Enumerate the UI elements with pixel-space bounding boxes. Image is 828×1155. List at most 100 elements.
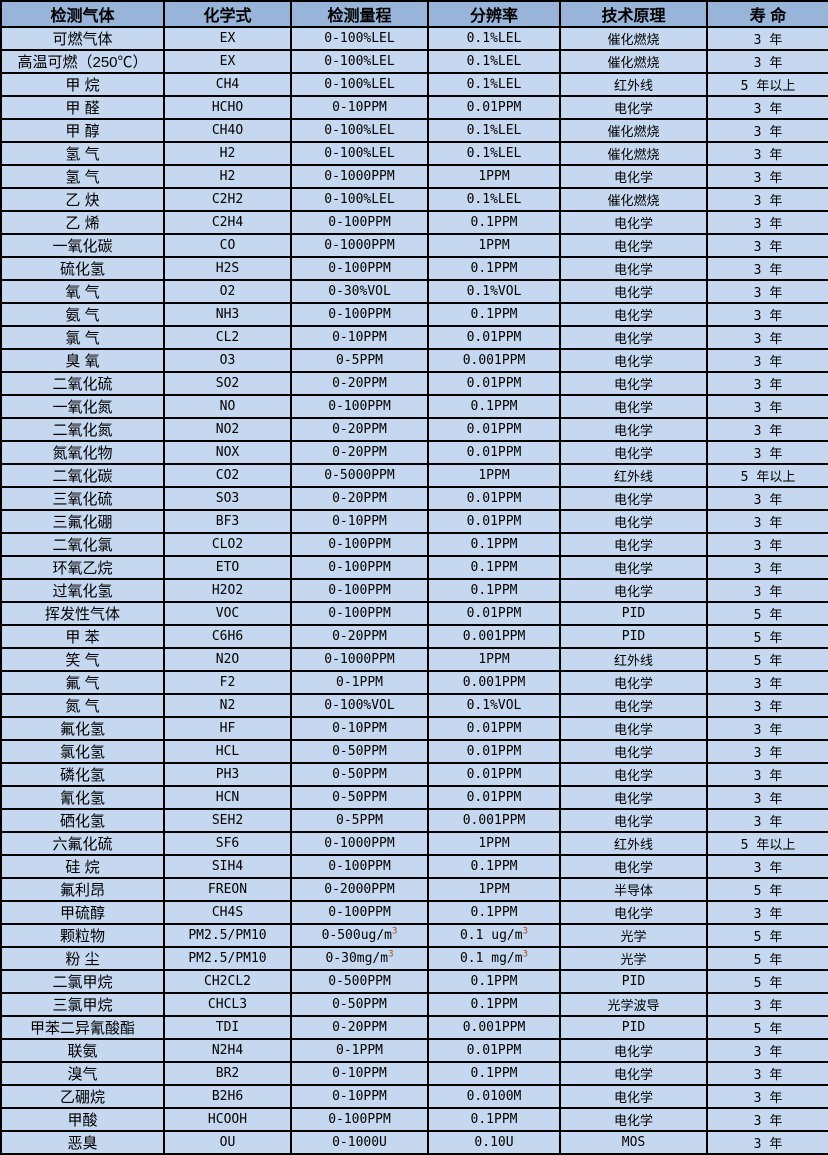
table-row: 甲 醛 HCHO 0-10PPM 0.01PPM 电化学 3 年 <box>0 95 828 120</box>
cell-formula: C2H4 <box>163 210 292 235</box>
cell-lifespan: 3 年 <box>706 670 828 695</box>
cell-formula: SF6 <box>163 831 292 856</box>
cell-gas: 甲 苯 <box>0 624 165 649</box>
table-row: 可燃气体 EX 0-100%LEL 0.1%LEL 催化燃烧 3 年 <box>0 26 828 51</box>
table-row: 笑 气 N2O 0-1000PPM 1PPM 红外线 5 年 <box>0 647 828 672</box>
cell-lifespan: 3 年 <box>706 854 828 879</box>
cell-gas: 氰化氢 <box>0 785 165 810</box>
cell-range: 0-100%LEL <box>290 118 429 143</box>
cell-principle: 电化学 <box>559 164 708 189</box>
cell-range: 0-30%VOL <box>290 279 429 304</box>
cell-range: 0-100PPM <box>290 302 429 327</box>
table-row: 甲 醇 CH4O 0-100%LEL 0.1%LEL 催化燃烧 3 年 <box>0 118 828 143</box>
cell-formula: CO2 <box>163 463 292 488</box>
cell-principle: 电化学 <box>559 555 708 580</box>
cell-range: 0-100PPM <box>290 578 429 603</box>
cell-resolution: 0.1PPM <box>427 900 561 925</box>
cell-formula: HCOOH <box>163 1107 292 1132</box>
cell-resolution: 0.01PPM <box>427 486 561 511</box>
cell-range: 0-30mg/m3 <box>290 946 429 971</box>
cell-range: 0-100PPM <box>290 532 429 557</box>
cell-lifespan: 3 年 <box>706 95 828 120</box>
cell-gas: 乙 炔 <box>0 187 165 212</box>
cell-resolution: 0.001PPM <box>427 624 561 649</box>
cell-formula: O2 <box>163 279 292 304</box>
cell-range: 0-10PPM <box>290 325 429 350</box>
cell-principle: 电化学 <box>559 325 708 350</box>
cell-range: 0-100PPM <box>290 210 429 235</box>
cell-resolution: 0.01PPM <box>427 785 561 810</box>
cell-range: 0-1000PPM <box>290 831 429 856</box>
cell-principle: 电化学 <box>559 854 708 879</box>
cell-lifespan: 3 年 <box>706 693 828 718</box>
cell-gas: 氯化氢 <box>0 739 165 764</box>
cell-principle: 电化学 <box>559 1038 708 1063</box>
cell-lifespan: 3 年 <box>706 348 828 373</box>
cell-formula: NO <box>163 394 292 419</box>
cell-range: 0-100%LEL <box>290 49 429 74</box>
cell-lifespan: 3 年 <box>706 256 828 281</box>
cell-lifespan: 3 年 <box>706 371 828 396</box>
table-row: 氧 气 O2 0-30%VOL 0.1%VOL 电化学 3 年 <box>0 279 828 304</box>
cell-lifespan: 5 年 <box>706 624 828 649</box>
cell-lifespan: 3 年 <box>706 440 828 465</box>
cell-gas: 三氧化硫 <box>0 486 165 511</box>
cell-principle: PID <box>559 624 708 649</box>
cell-lifespan: 3 年 <box>706 785 828 810</box>
cell-principle: 电化学 <box>559 233 708 258</box>
cell-formula: H2O2 <box>163 578 292 603</box>
cell-formula: CL2 <box>163 325 292 350</box>
cell-gas: 挥发性气体 <box>0 601 165 626</box>
cell-gas: 甲硫醇 <box>0 900 165 925</box>
cell-principle: 电化学 <box>559 509 708 534</box>
cell-principle: 电化学 <box>559 762 708 787</box>
cell-principle: 红外线 <box>559 72 708 97</box>
table-row: 氮氧化物 NOX 0-20PPM 0.01PPM 电化学 3 年 <box>0 440 828 465</box>
table-row: 硫化氢 H2S 0-100PPM 0.1PPM 电化学 3 年 <box>0 256 828 281</box>
cell-gas: 恶臭 <box>0 1130 165 1155</box>
table-row: 二氧化碳 CO2 0-5000PPM 1PPM 红外线 5 年以上 <box>0 463 828 488</box>
cell-resolution: 0.1PPM <box>427 555 561 580</box>
cell-gas: 三氟化硼 <box>0 509 165 534</box>
table-row: 环氧乙烷 ETO 0-100PPM 0.1PPM 电化学 3 年 <box>0 555 828 580</box>
cell-principle: PID <box>559 601 708 626</box>
column-header-resolution: 分辨率 <box>427 0 561 28</box>
cell-principle: 电化学 <box>559 578 708 603</box>
cell-formula: SO3 <box>163 486 292 511</box>
cell-lifespan: 3 年 <box>706 49 828 74</box>
cell-resolution: 0.1%LEL <box>427 118 561 143</box>
cell-range: 0-5PPM <box>290 348 429 373</box>
cell-formula: PM2.5/PM10 <box>163 923 292 948</box>
cell-lifespan: 5 年 <box>706 877 828 902</box>
cell-principle: MOS <box>559 1130 708 1155</box>
cell-range: 0-100%LEL <box>290 26 429 51</box>
cell-principle: 电化学 <box>559 95 708 120</box>
cell-range: 0-20PPM <box>290 1015 429 1040</box>
cell-resolution: 0.1PPM <box>427 578 561 603</box>
cell-resolution: 0.1%VOL <box>427 693 561 718</box>
cell-range: 0-100PPM <box>290 1107 429 1132</box>
cell-formula: C6H6 <box>163 624 292 649</box>
cell-gas: 粉 尘 <box>0 946 165 971</box>
cell-lifespan: 3 年 <box>706 900 828 925</box>
table-row: 甲苯二异氰酸酯 TDI 0-20PPM 0.001PPM PID 5 年 <box>0 1015 828 1040</box>
cell-principle: 电化学 <box>559 900 708 925</box>
cell-resolution: 0.01PPM <box>427 601 561 626</box>
cell-resolution: 0.1 mg/m3 <box>427 946 561 971</box>
cell-gas: 甲酸 <box>0 1107 165 1132</box>
cell-principle: 催化燃烧 <box>559 141 708 166</box>
cell-principle: 催化燃烧 <box>559 49 708 74</box>
cell-gas: 过氧化氢 <box>0 578 165 603</box>
cell-range: 0-1000PPM <box>290 164 429 189</box>
cell-gas: 甲 醇 <box>0 118 165 143</box>
cell-gas: 氨 气 <box>0 302 165 327</box>
table-row: 氟利昂 FREON 0-2000PPM 1PPM 半导体 5 年 <box>0 877 828 902</box>
cell-gas: 联氨 <box>0 1038 165 1063</box>
cell-lifespan: 3 年 <box>706 1038 828 1063</box>
cell-lifespan: 3 年 <box>706 992 828 1017</box>
table-row: 挥发性气体 VOC 0-100PPM 0.01PPM PID 5 年 <box>0 601 828 626</box>
cell-resolution: 0.001PPM <box>427 808 561 833</box>
cell-formula: BF3 <box>163 509 292 534</box>
cell-lifespan: 3 年 <box>706 325 828 350</box>
cell-resolution: 1PPM <box>427 233 561 258</box>
